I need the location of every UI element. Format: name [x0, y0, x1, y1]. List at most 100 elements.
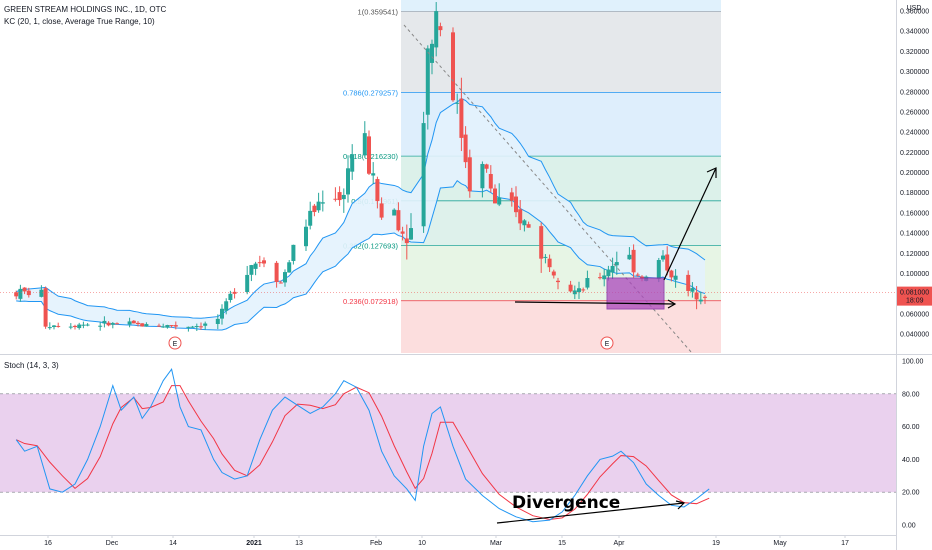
candle-body — [81, 324, 86, 326]
candle-body — [493, 188, 497, 204]
time-tick-label: 17 — [841, 540, 849, 547]
candle-body — [68, 326, 73, 328]
candle-body — [514, 196, 518, 213]
divergence-label: Divergence — [512, 493, 620, 513]
trend-line-dashed — [403, 24, 693, 354]
candle-body — [547, 258, 552, 268]
candle-body — [312, 205, 317, 213]
last-price-badge — [897, 286, 932, 306]
candle-body — [518, 209, 523, 224]
earnings-marker-label: E — [605, 341, 610, 348]
candle-body — [568, 284, 573, 292]
keltner-upper — [15, 97, 706, 319]
stoch-lines: Divergence — [15, 368, 710, 524]
candle-body — [610, 265, 615, 273]
earnings-marker — [600, 336, 614, 350]
candle-body — [451, 32, 455, 101]
candle-body — [43, 288, 48, 327]
candle-body — [455, 102, 460, 104]
candle-body — [539, 226, 544, 259]
candle-body — [467, 157, 472, 192]
price-tick-label: 0.260000 — [900, 109, 929, 116]
candle-body — [375, 179, 380, 202]
candle-body — [459, 98, 464, 138]
candle-body — [434, 11, 439, 48]
candle-body — [274, 262, 279, 283]
candle-body — [404, 238, 409, 244]
price-tick-label: 0.280000 — [900, 89, 929, 96]
time-tick-label: 15 — [558, 540, 566, 547]
time-tick-label: 13 — [295, 540, 303, 547]
candle-body — [14, 292, 19, 297]
candle-body — [136, 322, 140, 325]
time-tick-label: Feb — [370, 540, 382, 547]
keltner-channel — [15, 97, 706, 331]
candle-body — [249, 265, 254, 275]
candle-body — [409, 228, 413, 240]
candle-body — [283, 272, 287, 283]
earnings-marker — [168, 336, 182, 350]
candle-body — [278, 282, 283, 284]
chart-title: GREEN STREAM HOLDINGS INC., 1D, OTC — [4, 5, 166, 14]
candle-body — [186, 326, 191, 328]
breakout-arrow-head — [706, 167, 717, 178]
candle-body — [556, 280, 560, 283]
time-tick-label: 2021 — [246, 540, 262, 547]
candle-body — [115, 323, 119, 325]
price-tick-label: 0.220000 — [900, 150, 929, 157]
price-pane[interactable]: 1(0.359541)0.786(0.279257)0.618(0.216230… — [0, 0, 896, 354]
time-axis[interactable]: 16 Dec 14 2021 13 Feb 10 Mar 15 Apr 19 May 17 — [44, 535, 849, 547]
fib-level-label: 0.382(0.127693) — [343, 241, 399, 250]
candle-body — [509, 192, 514, 201]
candle-body — [551, 271, 556, 276]
candle-body — [438, 26, 443, 31]
candle-body — [598, 277, 602, 279]
candle-body — [140, 323, 145, 327]
keltner-fill — [16, 98, 705, 331]
candle-body — [673, 275, 678, 280]
candle-body — [220, 308, 224, 319]
candle-body — [215, 318, 220, 324]
candle-body — [602, 275, 607, 280]
candle-body — [199, 326, 203, 328]
indicator-label: KC (20, 1, close, Average True Range, 10… — [4, 17, 155, 26]
price-tick-label: 0.240000 — [900, 130, 929, 137]
support-arrow-head — [667, 299, 677, 309]
candle-body — [131, 320, 136, 324]
candle-body — [661, 255, 665, 260]
candle-body — [308, 210, 313, 226]
candle-body — [421, 123, 426, 227]
time-tick-label: 19 — [712, 540, 720, 547]
candle-body — [161, 326, 166, 328]
stoch-k-line — [15, 368, 710, 523]
fib-level-label: 0.786(0.279257) — [343, 88, 399, 97]
candle-body — [425, 48, 430, 115]
countdown-value: 18:09 — [906, 298, 924, 305]
candle-body — [194, 326, 199, 328]
time-tick-label: May — [773, 540, 787, 547]
candle-body — [157, 325, 161, 327]
candle-body — [341, 194, 346, 200]
price-tick-label: 0.140000 — [900, 231, 929, 238]
candle-body — [346, 168, 350, 195]
candle-body — [56, 325, 61, 327]
stoch-axis[interactable]: 100.00 80.00 60.00 40.00 20.00 0.00 — [902, 359, 924, 530]
stoch-tick-label: 40.00 — [902, 457, 920, 464]
candle-body — [635, 274, 640, 276]
candle-body — [606, 269, 611, 277]
fib-level-label: 0.236(0.072918) — [343, 297, 399, 306]
stoch-tick-label: 0.00 — [902, 523, 916, 530]
candle-body — [631, 249, 636, 273]
candle-body — [463, 134, 468, 163]
candle-body — [430, 43, 434, 63]
candle-body — [694, 292, 699, 300]
candle-body — [22, 287, 27, 292]
time-tick-label: 14 — [169, 540, 177, 547]
stoch-pane[interactable]: Divergence Stoch (14, 3, 3) — [0, 361, 896, 524]
candle-body — [665, 254, 670, 271]
candle-body — [669, 270, 674, 278]
candle-body — [98, 325, 103, 327]
drawings[interactable] — [0, 24, 896, 354]
